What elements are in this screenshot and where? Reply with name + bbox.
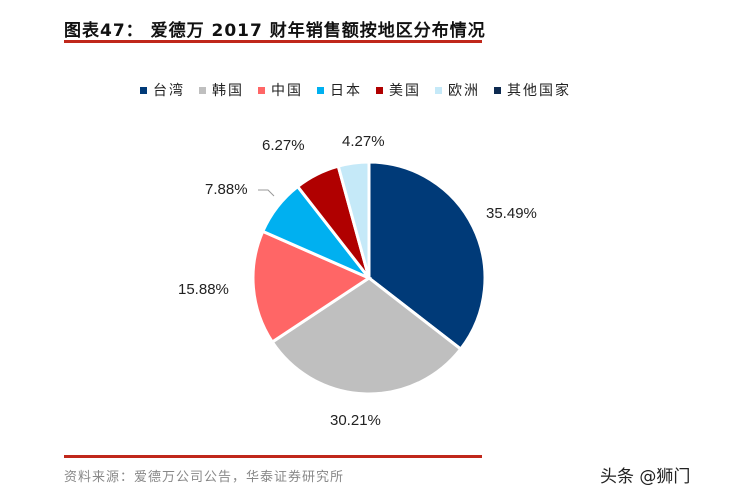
legend-item: 中国 xyxy=(258,80,303,100)
legend: 台湾 韩国 中国 日本 美国 欧洲 其他国家 xyxy=(140,80,571,100)
label-taiwan: 35.49% xyxy=(486,205,537,222)
leader-line-japan xyxy=(258,189,275,197)
legend-swatch xyxy=(140,86,147,94)
legend-item: 日本 xyxy=(317,80,362,100)
title-rule xyxy=(64,40,482,43)
label-europe: 4.27% xyxy=(342,133,385,150)
footer-rule xyxy=(64,455,482,458)
legend-label: 韩国 xyxy=(212,83,244,99)
legend-swatch xyxy=(317,86,324,94)
source-note: 资料来源：爱德万公司公告，华泰证券研究所 xyxy=(64,470,345,485)
pie-slice xyxy=(336,160,371,279)
legend-label: 中国 xyxy=(271,83,303,99)
legend-label: 日本 xyxy=(330,83,362,99)
legend-item: 欧洲 xyxy=(435,80,480,100)
legend-swatch xyxy=(494,86,501,94)
watermark: 头条 @狮门 xyxy=(600,467,691,487)
pie-slice xyxy=(270,276,463,396)
chart-title: 图表47： 爱德万 2017 财年销售额按地区分布情况 xyxy=(64,21,486,41)
legend-label: 欧洲 xyxy=(448,83,480,99)
legend-item: 台湾 xyxy=(140,80,185,100)
legend-swatch xyxy=(199,86,206,94)
legend-label: 其他国家 xyxy=(507,83,571,99)
legend-item: 美国 xyxy=(376,80,421,100)
pie-slice xyxy=(367,160,487,352)
label-japan: 7.88% xyxy=(205,181,248,198)
label-china: 15.88% xyxy=(178,281,229,298)
label-korea: 30.21% xyxy=(330,412,381,429)
legend-item: 其他国家 xyxy=(494,80,571,100)
label-usa: 6.27% xyxy=(262,137,305,154)
legend-item: 韩国 xyxy=(199,80,244,100)
pie-slice xyxy=(251,229,373,345)
legend-swatch xyxy=(258,86,265,94)
legend-swatch xyxy=(376,86,383,94)
legend-swatch xyxy=(435,86,442,94)
legend-label: 美国 xyxy=(389,83,421,99)
legend-label: 台湾 xyxy=(153,83,185,99)
